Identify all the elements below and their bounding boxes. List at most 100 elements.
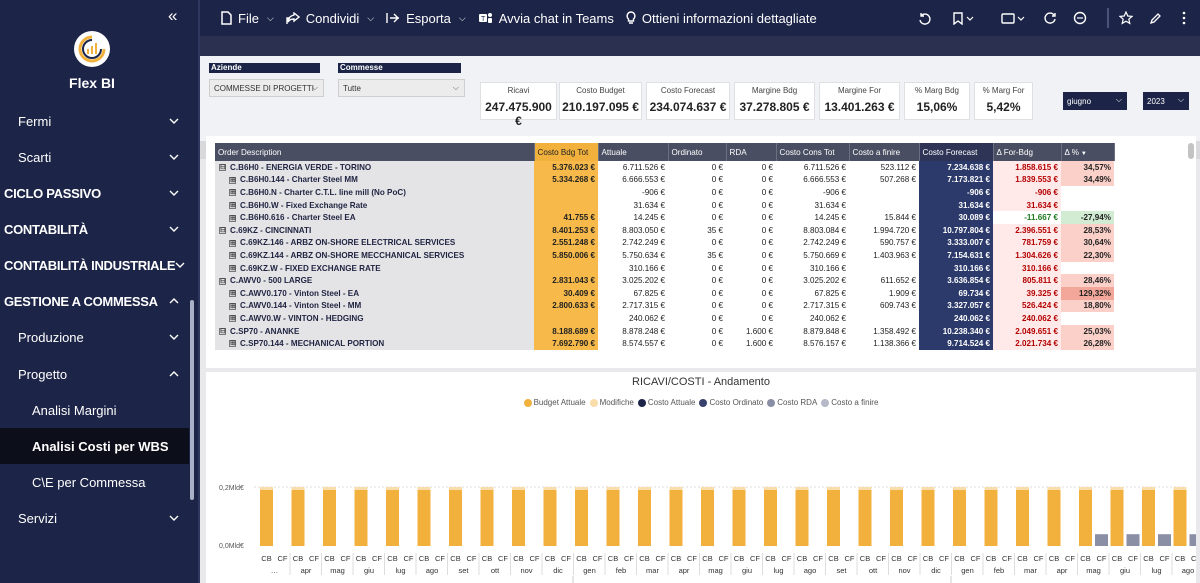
bar-budget-attuale[interactable] xyxy=(480,489,494,546)
legend-item[interactable]: Costo RDA xyxy=(767,398,817,407)
bar-budget-attuale[interactable] xyxy=(858,489,872,546)
bar-modifiche[interactable] xyxy=(701,487,714,490)
share-menu[interactable]: Condividi ⌵ xyxy=(280,0,380,36)
undo-icon[interactable] xyxy=(912,0,936,36)
bar-modifiche[interactable] xyxy=(953,487,966,490)
bar-modifiche[interactable] xyxy=(575,487,588,490)
bar-costo-rda[interactable] xyxy=(1126,534,1140,546)
bar-budget-attuale[interactable] xyxy=(890,489,903,546)
column-header[interactable]: Costo Forecast xyxy=(919,143,994,161)
collapse-row-icon[interactable]: ⊟ xyxy=(219,164,226,172)
insights-button[interactable]: Ottieni informazioni dettagliate xyxy=(620,0,823,36)
column-header[interactable]: Δ For-Bdg xyxy=(993,143,1062,161)
bar-costo-rda[interactable] xyxy=(1189,534,1197,546)
bar-modifiche[interactable] xyxy=(1110,487,1124,490)
bar-modifiche[interactable] xyxy=(543,487,557,490)
bar-budget-attuale[interactable] xyxy=(638,489,651,546)
column-header[interactable]: Costo Bdg Tot xyxy=(534,143,599,161)
legend-item[interactable]: Costo Ordinato xyxy=(699,398,763,407)
sidebar-item-contabilit-industriale[interactable]: CONTABILITÀ INDUSTRIALE xyxy=(0,247,189,283)
sidebar-item-gestione-a-commessa[interactable]: GESTIONE A COMMESSA xyxy=(0,283,189,319)
column-header[interactable]: Order Description xyxy=(215,143,535,161)
sidebar-item-fermi[interactable]: Fermi xyxy=(0,103,189,139)
file-menu[interactable]: File ⌵ xyxy=(215,0,280,36)
bar-modifiche[interactable] xyxy=(732,487,746,490)
expand-row-icon[interactable]: ⊞ xyxy=(229,252,236,260)
table-row[interactable]: ⊟ C.AWV0 - 500 LARGE 2.831.043 € 3.025.202 … xyxy=(215,274,1114,287)
sidebar-item-servizi[interactable]: Servizi xyxy=(0,500,189,536)
bar-budget-attuale[interactable] xyxy=(921,489,935,546)
bar-costo-rda[interactable] xyxy=(1095,534,1108,546)
sidebar-item-ciclo-passivo[interactable]: CICLO PASSIVO xyxy=(0,175,189,211)
bar-modifiche[interactable] xyxy=(512,487,525,490)
refresh-icon[interactable] xyxy=(1038,0,1062,36)
sidebar-item-scarti[interactable]: Scarti xyxy=(0,139,189,175)
bar-budget-attuale[interactable] xyxy=(323,489,336,546)
year-dropdown[interactable]: 2023 ⌵ xyxy=(1143,92,1189,110)
table-row[interactable]: ⊞ C.69KZ.144 - ARBZ ON-SHORE MECCHANICAL … xyxy=(215,249,1114,262)
table-row[interactable]: ⊞ C.B6H0.616 - Charter Steel EA 41.755 € 14… xyxy=(215,211,1114,224)
sidebar-item-c-e-per-commessa[interactable]: C\E per Commessa xyxy=(0,464,189,500)
table-row[interactable]: ⊞ C.B6H0.W - Fixed Exchange Rate 31.634 € 0… xyxy=(215,198,1114,212)
sidebar-item-analisi-margini[interactable]: Analisi Margini xyxy=(0,392,189,428)
bar-budget-attuale[interactable] xyxy=(260,489,273,546)
expand-row-icon[interactable]: ⊞ xyxy=(229,201,236,209)
expand-row-icon[interactable]: ⊞ xyxy=(229,340,236,348)
export-menu[interactable]: Esporta ⌵ xyxy=(380,0,472,36)
bar-modifiche[interactable] xyxy=(1079,487,1092,490)
column-header[interactable]: Costo Cons Tot xyxy=(776,143,850,161)
column-header[interactable]: Costo a finire xyxy=(849,143,920,161)
bar-modifiche[interactable] xyxy=(1016,487,1029,490)
sidebar-item-progetto[interactable]: Progetto xyxy=(0,356,189,392)
bar-budget-attuale[interactable] xyxy=(701,489,714,546)
bar-budget-attuale[interactable] xyxy=(1047,489,1061,546)
legend-item[interactable]: Budget Attuale xyxy=(523,398,586,407)
table-row[interactable]: ⊞ C.AWV0.170 - Vinton Steel - EA 30.409 € 6… xyxy=(215,286,1114,300)
table-row[interactable]: ⊟ C.B6H0 - ENERGIA VERDE - TORINO 5.376.02… xyxy=(215,161,1114,174)
table-row[interactable]: ⊞ C.69KZ.146 - ARBZ ON-SHORE ELECTRICAL S… xyxy=(215,236,1114,250)
commesse-dropdown[interactable]: Tutte ⌵ xyxy=(338,79,465,97)
bar-modifiche[interactable] xyxy=(921,487,935,490)
bar-modifiche[interactable] xyxy=(354,487,368,490)
bar-budget-attuale[interactable] xyxy=(354,489,368,546)
bar-budget-attuale[interactable] xyxy=(543,489,557,546)
bar-modifiche[interactable] xyxy=(669,487,683,490)
bar-modifiche[interactable] xyxy=(1047,487,1061,490)
bar-modifiche[interactable] xyxy=(638,487,651,490)
table-row[interactable]: ⊞ C.AWV0.W - VINTON - HEDGING 240.062 € 0 €… xyxy=(215,312,1114,325)
collapse-sidebar-icon[interactable]: « xyxy=(168,6,178,25)
legend-item[interactable]: Modifiche xyxy=(589,398,634,407)
table-row[interactable]: ⊟ C.SP70 - ANANKE 8.188.689 € 8.878.248 € 0 … xyxy=(215,324,1114,338)
expand-row-icon[interactable]: ⊞ xyxy=(229,302,236,310)
bar-budget-attuale[interactable] xyxy=(953,489,966,546)
expand-row-icon[interactable]: ⊞ xyxy=(229,264,236,272)
bar-modifiche[interactable] xyxy=(291,487,305,490)
sidebar-item-analisi-costi-per-wbs[interactable]: Analisi Costi per WBS xyxy=(0,428,189,464)
bar-budget-attuale[interactable] xyxy=(1079,489,1092,546)
collapse-row-icon[interactable]: ⊟ xyxy=(219,277,226,285)
bar-modifiche[interactable] xyxy=(795,487,809,490)
bar-modifiche[interactable] xyxy=(606,487,620,490)
sidebar-item-contabilit-[interactable]: CONTABILITÀ xyxy=(0,211,189,247)
bar-costo-rda[interactable] xyxy=(1158,534,1171,546)
bar-budget-attuale[interactable] xyxy=(1173,489,1187,546)
expand-row-icon[interactable]: ⊞ xyxy=(229,176,236,184)
view-menu[interactable] xyxy=(995,0,1031,36)
expand-row-icon[interactable]: ⊞ xyxy=(229,239,236,247)
bar-modifiche[interactable] xyxy=(764,487,777,490)
bar-modifiche[interactable] xyxy=(417,487,431,490)
bar-budget-attuale[interactable] xyxy=(575,489,588,546)
table-row[interactable]: ⊟ C.69KZ - CINCINNATI 8.401.253 € 8.803.050… xyxy=(215,223,1114,237)
collapse-row-icon[interactable]: ⊟ xyxy=(219,227,226,235)
comment-icon[interactable] xyxy=(1068,0,1092,36)
bar-budget-attuale[interactable] xyxy=(1016,489,1029,546)
bar-budget-attuale[interactable] xyxy=(449,489,462,546)
bar-budget-attuale[interactable] xyxy=(606,489,620,546)
table-row[interactable]: ⊞ C.AWV0.144 - Vinton Steel - MM 2.800.633… xyxy=(215,299,1114,313)
bar-budget-attuale[interactable] xyxy=(386,489,399,546)
collapse-row-icon[interactable]: ⊟ xyxy=(219,327,226,335)
bar-modifiche[interactable] xyxy=(827,487,840,490)
bar-modifiche[interactable] xyxy=(890,487,903,490)
month-dropdown[interactable]: giugno ⌵ xyxy=(1063,92,1127,110)
aziende-dropdown[interactable]: COMMESSE DI PROGETTI ⌵ xyxy=(209,79,324,97)
